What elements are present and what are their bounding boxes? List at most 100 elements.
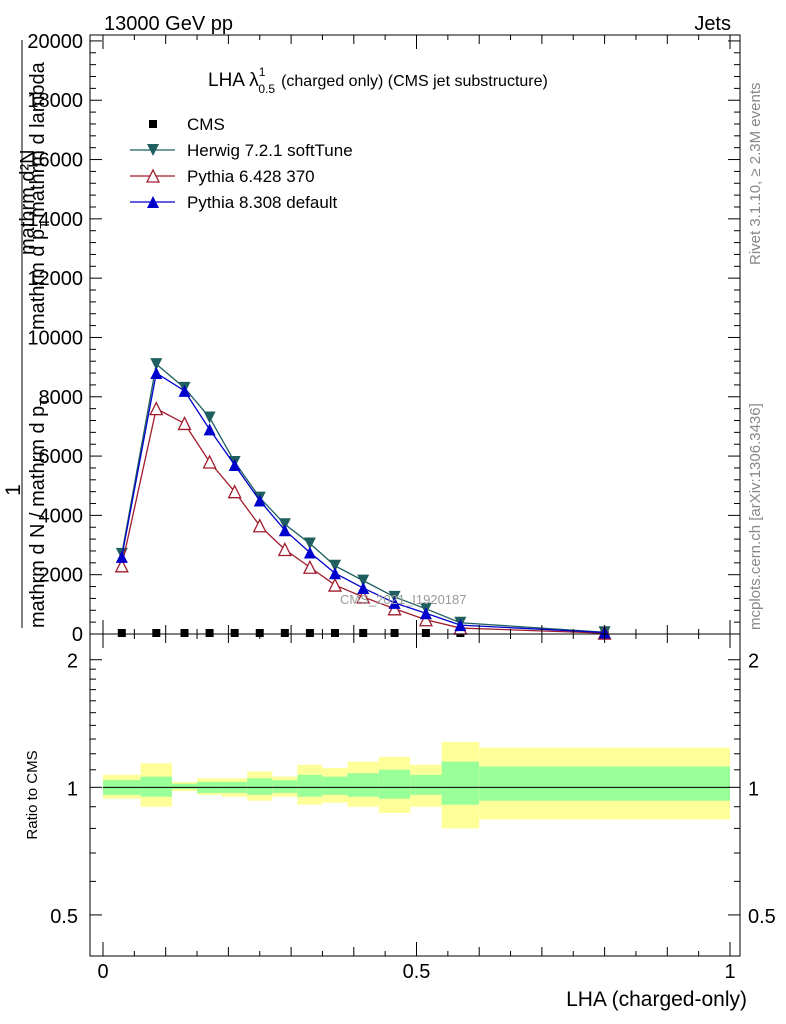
ratio-panel: 0.5 0.5 1 1 2 2 0 0.5 1 Ratio to CMS LHA (charg… [24, 633, 776, 1011]
chart-title: LHA λ1 0.5 (charged only) (CMS jet substru… [208, 65, 548, 96]
legend-label-pythia-8-308-default: Pythia 8.308 default [187, 193, 338, 212]
data-point-cms [117, 629, 126, 637]
data-point-pythia-8-308-default [228, 458, 241, 471]
data-point-pythia-6-428-370 [202, 454, 217, 469]
data-point-pythia-6-428-370 [177, 416, 192, 431]
ratio-x-tick-label: 1 [724, 961, 735, 983]
x-axis-label: LHA (charged-only) [566, 988, 747, 1011]
data-point-cms [305, 629, 314, 637]
series-line-pythia-8-308-default [121, 371, 605, 634]
data-point-pythia-8-308-default [419, 607, 432, 620]
ratio-inner-band [272, 780, 298, 793]
data-point-cms [152, 629, 161, 637]
main-y-tick-label: 12000 [27, 268, 83, 290]
data-point-cms [421, 629, 430, 637]
ratio-y-tick-label-right: 1 [748, 778, 759, 800]
data-point-pythia-8-308-default [454, 619, 467, 632]
ratio-bands-layer [103, 741, 730, 829]
data-point-pythia-8-308-default [150, 367, 163, 380]
ratio-inner-band [171, 783, 198, 790]
ratio-y-tick-label: 0.5 [50, 906, 78, 928]
data-point-pythia-6-428-370 [149, 401, 164, 416]
data-point-pythia-6-428-370 [302, 559, 317, 574]
legend-marker-herwig-7-2-1-softtune [147, 144, 159, 156]
ratio-inner-band [410, 774, 442, 795]
data-point-pythia-6-428-370 [327, 577, 343, 592]
data-point-pythia-8-308-default [115, 550, 128, 563]
data-point-cms [280, 629, 289, 637]
series-line-herwig-7-2-1-softtune [121, 362, 605, 633]
y-label-bottom: mathrm d N / mathrm d pT [27, 398, 52, 628]
ratio-y-ticks: 0.5 0.5 1 1 2 2 [50, 651, 776, 928]
mcplots-label: mcplots.cern.ch [arXiv:1306.3436] [747, 403, 764, 630]
data-point-cms [180, 629, 189, 637]
main-y-tick-label: 20000 [27, 31, 83, 53]
legend: CMS Herwig 7.2.1 softTune Pythia 6.428 370… [130, 115, 353, 212]
main-y-tick-label: 8000 [39, 387, 84, 409]
ratio-inner-band [140, 776, 172, 797]
data-point-pythia-8-308-default [388, 596, 401, 609]
ratio-inner-band [297, 774, 323, 797]
data-point-cms [230, 629, 239, 637]
data-point-pythia-8-308-default [357, 582, 370, 595]
data-point-herwig-7-2-1-softtune [150, 358, 163, 371]
data-point-pythia-6-428-370 [227, 484, 242, 499]
data-point-pythia-8-308-default [328, 567, 341, 580]
main-y-tick-label: 10000 [27, 327, 83, 349]
main-y-tick-label: 6000 [39, 446, 84, 468]
legend-marker-pythia-8-308-default [147, 196, 159, 208]
header-right: Jets [694, 13, 731, 35]
data-point-cms [205, 629, 214, 637]
data-point-herwig-7-2-1-softtune [303, 537, 316, 550]
data-point-herwig-7-2-1-softtune [203, 411, 216, 424]
y-label-numerator: mathrm d²N [17, 149, 39, 255]
ratio-inner-band [378, 769, 411, 799]
ratio-frame [89, 633, 741, 957]
ratio-y-label: Ratio to CMS [24, 750, 41, 839]
main-x-ticks [102, 35, 731, 634]
main-y-tick-label: 16000 [27, 150, 83, 172]
legend-label-cms: CMS [187, 115, 225, 134]
legend-label-pythia-6-428-370: Pythia 6.428 370 [187, 167, 315, 186]
data-point-pythia-6-428-370 [252, 518, 267, 533]
ratio-x-tick-label: 0.5 [403, 961, 431, 983]
data-point-pythia-8-308-default [253, 494, 266, 507]
main-y-tick-label: 18000 [27, 90, 83, 112]
data-point-pythia-6-428-370 [418, 612, 433, 627]
main-y-tick-label: 0 [72, 624, 83, 646]
ratio-inner-band [322, 776, 348, 795]
main-panel: 0 2000 4000 6000 8000 10000 12000 14000 16000 180… [2, 31, 741, 646]
ratio-x-ticks: 0 0.5 1 [97, 634, 736, 983]
data-point-pythia-6-428-370 [277, 542, 292, 557]
data-point-cms [359, 629, 368, 637]
legend-marker-cms [149, 120, 157, 128]
legend-label-herwig-7-2-1-softtune: Herwig 7.2.1 softTune [187, 141, 353, 160]
data-point-pythia-8-308-default [303, 546, 316, 559]
main-y-tick-label: 14000 [27, 209, 83, 231]
data-point-herwig-7-2-1-softtune [328, 559, 341, 572]
ratio-inner-band [441, 761, 480, 805]
data-point-pythia-8-308-default [178, 384, 191, 397]
ratio-y-tick-label-right: 0.5 [748, 906, 776, 928]
main-y-ticks: 0 2000 4000 6000 8000 10000 12000 14000 16000 180… [27, 31, 740, 646]
analysis-watermark: CMS_2021_I1920187 [340, 592, 467, 607]
main-y-tick-label: 4000 [39, 505, 84, 527]
ratio-inner-band [479, 766, 730, 801]
ratio-y-tick-label: 1 [67, 778, 78, 800]
ratio-inner-band [247, 778, 273, 795]
data-point-pythia-8-308-default [203, 423, 216, 436]
data-point-pythia-6-428-370 [356, 589, 371, 604]
data-point-pythia-6-428-370 [114, 558, 129, 573]
legend-marker-pythia-6-428-370 [145, 168, 161, 183]
ratio-inner-band [347, 773, 379, 797]
data-point-herwig-7-2-1-softtune [357, 574, 370, 587]
ratio-y-tick-label-right: 2 [748, 651, 759, 673]
rivet-version-label: Rivet 3.1.10, ≥ 2.3M events [747, 83, 764, 266]
main-y-tick-label: 2000 [39, 565, 84, 587]
y-label-denominator: mathrm d pTmathrm d lambda [27, 61, 52, 330]
ratio-y-tick-label: 2 [67, 651, 78, 673]
data-point-pythia-8-308-default [278, 524, 291, 537]
y-label-one: 1 [2, 484, 25, 496]
main-marks-layer [114, 358, 612, 640]
